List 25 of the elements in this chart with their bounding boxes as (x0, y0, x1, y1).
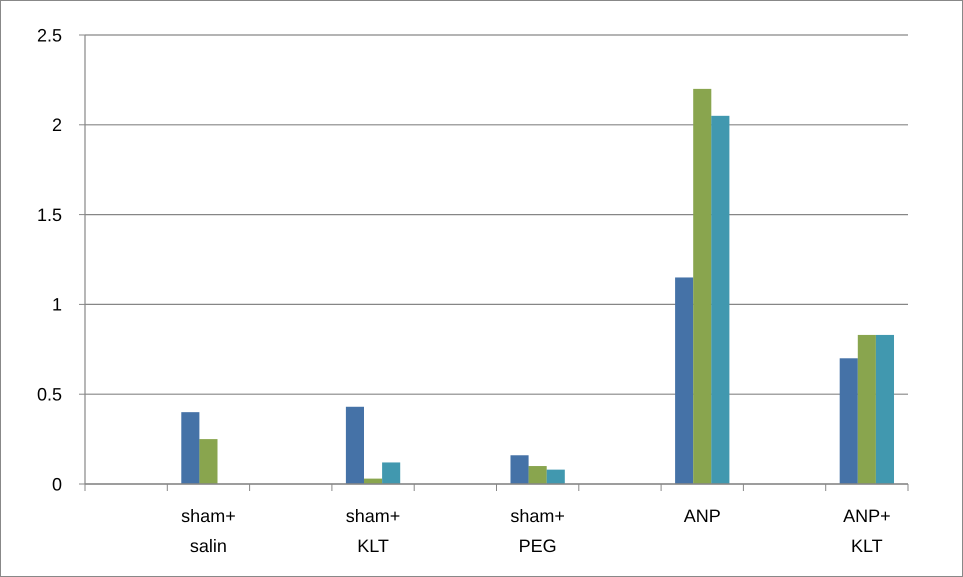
bar (364, 478, 382, 484)
bar (711, 116, 730, 484)
x-tick-label: sham+ salin (181, 506, 236, 556)
y-tick-label: 0 (52, 474, 62, 494)
y-tick-label: 0.5 (36, 384, 62, 404)
x-tick-label: ANP (684, 506, 721, 526)
bar (546, 470, 565, 484)
bar (382, 462, 400, 484)
x-tick-label: sham+ PEG (510, 506, 565, 556)
bar (858, 334, 876, 484)
bar (510, 455, 529, 484)
bar (876, 334, 894, 484)
y-tick-label: 1.5 (36, 204, 62, 225)
y-tick-label: 2 (52, 115, 62, 136)
x-tick-label: sham+ KLT (346, 506, 400, 556)
y-tick-label: 2.5 (36, 25, 62, 46)
bar (675, 277, 694, 484)
bar (181, 412, 200, 484)
bar (840, 358, 858, 484)
bar (346, 406, 364, 484)
bar (528, 466, 547, 484)
y-tick-label: 1 (52, 294, 62, 315)
bar (199, 439, 218, 484)
bar (693, 88, 712, 484)
x-tick-label: ANP+ KLT (843, 506, 891, 556)
